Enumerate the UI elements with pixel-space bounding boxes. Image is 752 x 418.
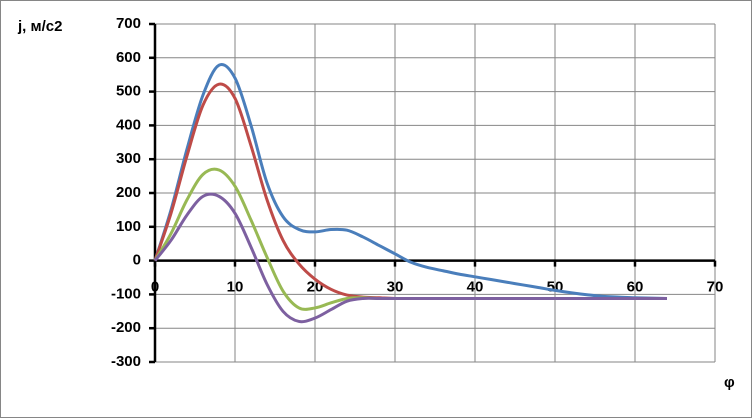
x-tick-label: 10 <box>227 279 244 296</box>
y-tick-label: 400 <box>116 116 141 133</box>
x-tick-label: 60 <box>627 279 644 296</box>
series-line <box>153 63 668 300</box>
y-tick-label: 0 <box>133 252 141 269</box>
y-tick-label: 200 <box>116 184 141 201</box>
y-tick-label: 700 <box>116 15 141 32</box>
y-tick-label: 100 <box>116 218 141 235</box>
y-axis-label: j, м/с2 <box>17 18 62 35</box>
y-tick-label: -200 <box>111 319 141 336</box>
y-tick-label: -100 <box>111 285 141 302</box>
x-tick-label: 50 <box>547 279 564 296</box>
x-tick-label: 40 <box>467 279 484 296</box>
series-line <box>153 192 667 324</box>
x-tick-label: 20 <box>307 279 324 296</box>
x-tick-label: 30 <box>387 279 404 296</box>
y-tick-label: 300 <box>116 150 141 167</box>
x-tick-label: 70 <box>707 279 724 296</box>
y-tick-label: 500 <box>116 83 141 100</box>
y-tick-label: -300 <box>111 353 141 370</box>
x-axis-label: φ <box>724 374 735 391</box>
y-tick-label: 600 <box>116 49 141 66</box>
